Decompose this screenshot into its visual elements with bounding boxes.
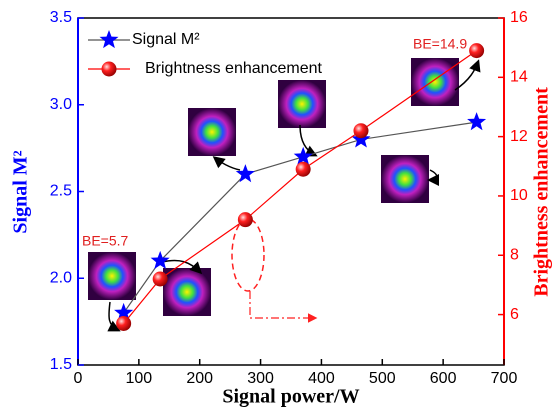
y-tick-label: 1.5 — [50, 356, 72, 373]
star-marker — [351, 129, 371, 148]
legend-label: Signal M² — [132, 31, 200, 48]
star-marker — [467, 112, 487, 131]
series-line — [123, 121, 477, 314]
ball-marker — [469, 43, 485, 59]
y2-tick-label: 12 — [510, 128, 528, 145]
y-tick-label: 3.0 — [50, 96, 72, 113]
star-marker — [114, 302, 134, 321]
arrow — [427, 169, 440, 186]
arrow — [212, 156, 241, 171]
y-axis-title: Signal M² — [10, 150, 32, 233]
beam-image — [411, 58, 459, 106]
star-marker — [99, 30, 119, 49]
x-axis-title: Signal power/W — [222, 386, 359, 408]
legend-label: Brightness enhancement — [145, 60, 323, 77]
highlight-ellipse — [231, 218, 265, 292]
x-tick-label: 700 — [491, 370, 518, 387]
x-tick-label: 200 — [186, 370, 213, 387]
star-marker — [150, 250, 170, 269]
star-marker — [235, 164, 255, 183]
beam-image — [278, 80, 326, 128]
y-tick-label: 2.5 — [50, 183, 72, 200]
ball-marker — [101, 61, 117, 77]
y2-tick-label: 8 — [510, 246, 519, 263]
y2-tick-label: 10 — [510, 187, 528, 204]
arrow — [454, 59, 481, 91]
beam-image — [188, 108, 236, 156]
y-tick-label: 3.5 — [50, 9, 72, 26]
star-marker — [293, 146, 313, 165]
arrow — [249, 291, 318, 323]
x-tick-label: 600 — [430, 370, 457, 387]
y2-tick-label: 6 — [510, 306, 519, 323]
ball-marker — [237, 212, 253, 228]
ball-marker — [116, 315, 132, 331]
series-line — [123, 50, 477, 324]
y2-axis-title: Brightness enhancement — [531, 87, 553, 297]
annotation: BE=5.7 — [82, 233, 129, 249]
annotation: BE=14.9 — [413, 36, 467, 52]
ball-marker — [353, 123, 369, 139]
beam-image — [163, 268, 211, 316]
x-tick-label: 500 — [369, 370, 396, 387]
x-tick-label: 100 — [126, 370, 153, 387]
x-tick-label: 0 — [74, 370, 83, 387]
beam-images — [88, 58, 481, 332]
arrow — [107, 301, 121, 332]
y2-tick-label: 14 — [510, 69, 528, 86]
y-tick-label: 2.0 — [50, 269, 72, 286]
beam-image — [88, 252, 136, 300]
ball-marker — [295, 161, 311, 177]
x-tick-label: 300 — [247, 370, 274, 387]
y2-tick-label: 16 — [510, 9, 528, 26]
beam-image — [381, 155, 429, 203]
ball-marker — [152, 271, 168, 287]
x-tick-label: 400 — [308, 370, 335, 387]
